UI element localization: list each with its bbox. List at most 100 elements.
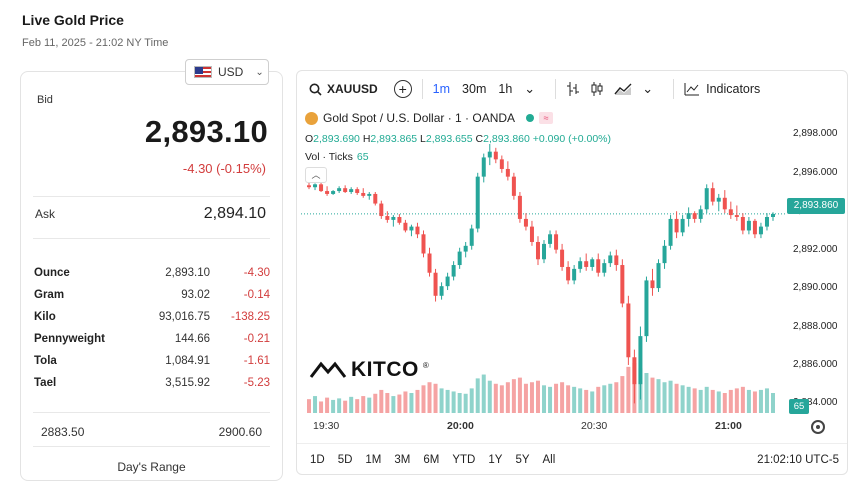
candle-body [722, 197, 727, 210]
volume-bar [626, 366, 631, 413]
currency-select[interactable]: USD ⌄ [185, 59, 269, 85]
volume-bar [511, 379, 516, 413]
candle [409, 224, 414, 237]
candle-body [349, 189, 354, 193]
unit-name: Gram [34, 289, 65, 301]
bar-chart-type-icon[interactable] [566, 81, 580, 97]
volume-bar [656, 379, 661, 413]
volume-bar [307, 399, 311, 413]
volume-bar [403, 391, 408, 413]
candle [602, 259, 607, 277]
chart-type-chevron-icon[interactable]: ⌄ [642, 81, 654, 96]
candle-body [602, 263, 607, 273]
candle-body [433, 272, 438, 296]
range-5d[interactable]: 5D [337, 454, 353, 466]
candle [668, 215, 673, 250]
volume-label: Vol · Ticks [305, 151, 353, 163]
volume-bar [554, 383, 559, 413]
registered-mark: ® [422, 360, 429, 370]
candlestick-chart-type-icon[interactable] [590, 81, 604, 97]
candle-body [343, 188, 348, 193]
candle [529, 220, 534, 246]
candle-body [427, 253, 432, 273]
volume-bar [343, 400, 348, 413]
interval-1m[interactable]: 1m [432, 82, 451, 96]
candle-body [566, 266, 571, 281]
candle [481, 153, 486, 183]
volume-bar [367, 397, 372, 413]
candle-body [373, 193, 378, 204]
indicators-button[interactable]: Indicators [684, 82, 760, 96]
range-all[interactable]: All [542, 454, 556, 466]
candle [710, 182, 715, 206]
candle-body [590, 259, 595, 267]
candle [746, 217, 751, 235]
unit-change: -0.21 [243, 333, 270, 345]
interval-1h[interactable]: 1h [498, 82, 513, 96]
range-ytd[interactable]: YTD [452, 454, 476, 466]
volume-bar [752, 391, 757, 413]
volume-bar [415, 389, 420, 413]
page-header: Live Gold Price Feb 11, 2025 - 21:02 NY … [22, 12, 168, 49]
symbol-search[interactable]: XAUUSD [309, 82, 378, 96]
time-tick-label: 19:30 [313, 420, 340, 432]
chevron-down-icon: ⌄ [255, 66, 264, 78]
interval-dropdown-chevron-icon[interactable]: ⌄ [524, 81, 536, 96]
range-1d[interactable]: 1D [310, 454, 325, 466]
area-chart-type-icon[interactable] [614, 82, 632, 96]
candle [451, 261, 456, 281]
range-6m[interactable]: 6M [423, 454, 440, 466]
range-3m[interactable]: 3M [394, 454, 411, 466]
range-5y[interactable]: 5Y [515, 454, 530, 466]
unit-value: 144.66 [174, 333, 210, 345]
days-range-low: 2883.50 [41, 425, 85, 439]
settings-icon[interactable] [811, 420, 825, 434]
unit-value: 93.02 [181, 289, 210, 301]
compare-plus-icon[interactable]: + [393, 80, 412, 98]
candle [560, 243, 565, 271]
volume-bar [439, 388, 444, 413]
price-tick-label: 2,886.000 [793, 358, 838, 370]
price-chart[interactable] [297, 71, 848, 475]
volume-bar [704, 386, 709, 413]
volume-bar [409, 393, 414, 413]
volume-bar [451, 391, 456, 413]
candle [493, 147, 498, 164]
candle-body [746, 220, 751, 231]
candle [433, 268, 438, 302]
interval-30m[interactable]: 30m [462, 82, 487, 96]
candle-body [331, 191, 336, 194]
candle-body [686, 213, 691, 219]
volume-bar [590, 391, 595, 413]
candle [740, 213, 745, 235]
candle-body [656, 263, 661, 289]
candle [313, 183, 318, 191]
candle-body [523, 218, 528, 227]
candle-body [620, 265, 625, 304]
unit-change: -1.61 [243, 355, 270, 367]
candle [475, 172, 480, 233]
range-1y[interactable]: 1Y [488, 454, 503, 466]
candle [361, 188, 366, 198]
ask-label: Ask [35, 207, 56, 221]
candle [349, 187, 354, 194]
range-1m[interactable]: 1M [365, 454, 382, 466]
candle-body [313, 184, 318, 188]
candle-body [409, 226, 414, 231]
candle-body [481, 157, 486, 177]
unit-row: Ounce 2,893.10 -4.30 [34, 262, 270, 284]
unit-row: Kilo 93,016.75 -138.25 [34, 306, 270, 328]
volume-bar [505, 382, 510, 413]
collapse-legend-button[interactable]: ︿ [305, 167, 327, 183]
candle [343, 185, 348, 193]
candle-body [307, 185, 311, 188]
volume-bar [421, 385, 426, 413]
last-price-tag: 2,893.860 [787, 198, 845, 214]
divider [33, 196, 270, 197]
candle [674, 211, 679, 239]
volume-bar [349, 396, 354, 413]
candle-body [439, 286, 444, 296]
volume-bar [535, 380, 540, 413]
volume-bar [457, 393, 462, 413]
ohlc-open: 2,893.690 [313, 133, 360, 145]
